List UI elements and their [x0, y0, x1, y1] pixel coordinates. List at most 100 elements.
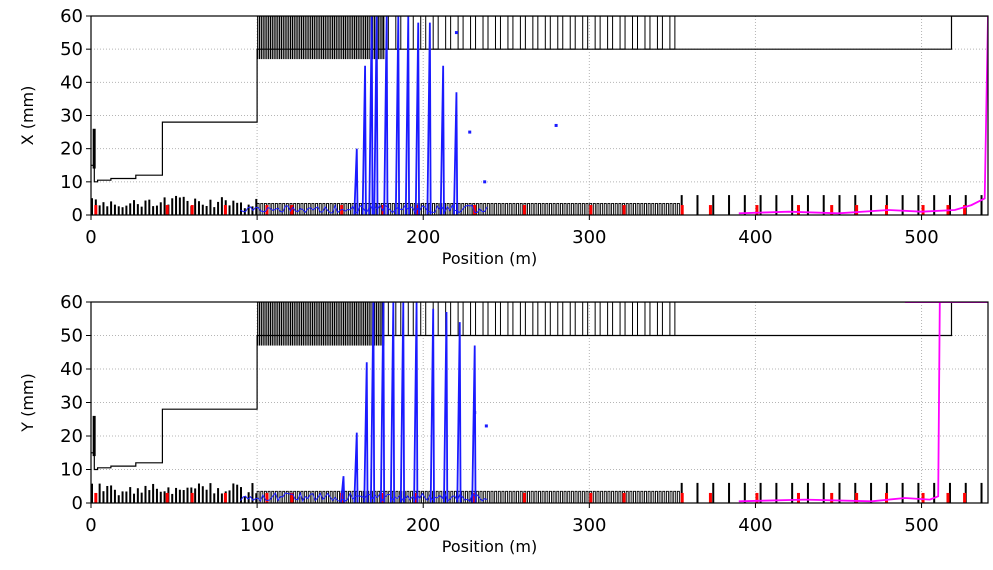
red-marker — [921, 205, 925, 215]
element-mark — [791, 482, 794, 503]
element-mark — [136, 204, 139, 215]
element-mark — [494, 202, 498, 215]
element-mark — [220, 493, 223, 503]
element-mark — [240, 202, 243, 215]
element-mark — [614, 490, 618, 503]
aperture-spike — [92, 415, 96, 457]
blue-trace — [426, 22, 432, 215]
comb-tooth — [357, 302, 359, 346]
element-mark — [155, 205, 158, 215]
element-mark — [256, 490, 260, 503]
element-mark — [508, 490, 512, 503]
comb-slot — [407, 302, 414, 336]
comb-slot — [569, 302, 576, 336]
y-axis-label: Y (mm) — [18, 373, 37, 433]
red-marker — [830, 492, 834, 503]
element-mark — [424, 490, 428, 503]
element-mark — [549, 490, 552, 503]
x-tick-label: 500 — [904, 227, 938, 248]
element-mark — [217, 201, 220, 215]
x-tick-label: 0 — [85, 515, 96, 536]
comb-slot — [482, 302, 489, 336]
element-mark — [468, 202, 472, 215]
comb-tooth — [302, 302, 304, 346]
comb-tooth — [321, 16, 323, 60]
comb-tooth — [337, 302, 339, 346]
element-mark — [673, 490, 677, 503]
element-mark — [344, 202, 348, 215]
x-axis-label: Position (m) — [442, 249, 537, 268]
x-tick-label: 100 — [240, 227, 274, 248]
blue-point — [468, 130, 472, 134]
comb-tooth — [326, 16, 328, 60]
comb-tooth — [268, 302, 270, 346]
comb-slot — [457, 16, 464, 50]
red-marker — [290, 492, 294, 503]
element-mark — [395, 490, 399, 503]
element-mark — [228, 205, 231, 215]
comb-tooth — [266, 16, 268, 60]
element-mark — [512, 202, 516, 215]
comb-tooth — [264, 16, 266, 60]
element-mark — [163, 491, 166, 503]
comb-tooth — [346, 16, 348, 60]
element-mark — [121, 491, 124, 503]
element-mark — [315, 490, 319, 503]
element-mark — [228, 490, 231, 503]
comb-tooth — [279, 302, 281, 346]
element-mark — [483, 490, 487, 503]
comb-tooth — [381, 302, 383, 346]
element-mark — [563, 202, 567, 215]
blue-point — [484, 424, 488, 428]
comb-slot — [656, 16, 663, 50]
red-marker — [963, 492, 967, 503]
red-marker — [473, 492, 477, 503]
comb-slot — [656, 302, 663, 336]
comb-tooth — [333, 302, 336, 346]
magenta-series — [738, 16, 988, 215]
blue-trace — [340, 476, 346, 503]
blue-point — [483, 180, 487, 184]
element-mark — [194, 488, 197, 503]
red-marker — [190, 205, 194, 215]
comb-tooth — [377, 16, 379, 60]
element-mark — [159, 202, 162, 215]
element-mark — [512, 490, 516, 503]
element-mark — [901, 195, 904, 215]
element-mark — [421, 202, 425, 215]
element-mark — [728, 482, 731, 503]
element-mark — [182, 196, 185, 215]
element-mark — [917, 482, 920, 503]
element-mark — [614, 202, 618, 215]
comb-slot — [582, 16, 589, 50]
comb-tooth — [299, 16, 301, 60]
element-mark — [329, 202, 333, 215]
element-mark — [822, 482, 825, 503]
element-mark — [600, 490, 604, 503]
element-mark — [236, 484, 239, 503]
element-mark — [791, 195, 794, 215]
element-mark — [102, 202, 105, 215]
comb-tooth — [319, 16, 321, 60]
comb-tooth — [299, 302, 301, 346]
element-mark — [410, 202, 414, 215]
y-tick-label: 50 — [60, 326, 83, 347]
element-mark — [152, 483, 155, 503]
element-mark — [870, 482, 873, 503]
comb-slot — [420, 302, 427, 336]
red-marker — [921, 492, 925, 503]
comb-slot — [644, 302, 651, 336]
element-mark — [497, 202, 501, 215]
plot-area — [91, 16, 988, 215]
element-mark — [490, 202, 494, 215]
element-mark — [574, 202, 578, 215]
comb-tooth — [352, 16, 354, 60]
element-mark — [662, 490, 666, 503]
element-mark — [113, 204, 116, 215]
element-mark — [570, 490, 574, 503]
comb-tooth — [311, 302, 314, 346]
element-mark — [255, 198, 258, 215]
element-mark — [530, 202, 534, 215]
magenta-series — [738, 302, 988, 503]
element-mark — [475, 202, 479, 215]
